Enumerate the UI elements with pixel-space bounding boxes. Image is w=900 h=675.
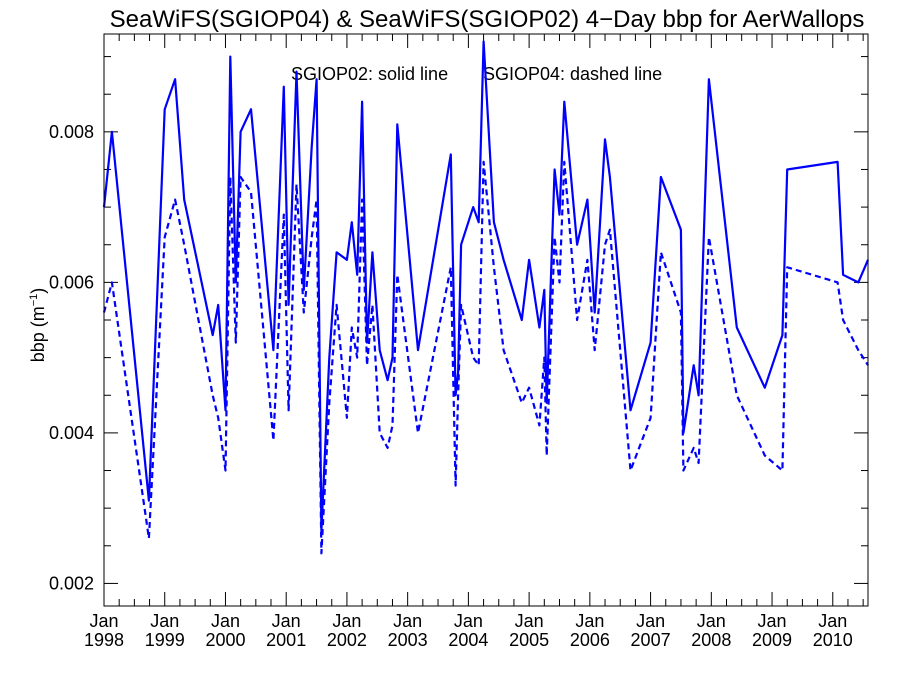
x-tick-month-label: Jan <box>697 611 726 631</box>
series-group <box>102 40 870 555</box>
x-tick-year-label: 2005 <box>509 630 549 650</box>
x-tick-month-label: Jan <box>454 611 483 631</box>
y-axis-label-close: ) <box>28 288 48 294</box>
x-tick-year-label: 2010 <box>813 630 853 650</box>
axis-ticks: 0.0020.0040.0060.008Jan1998Jan1999Jan200… <box>49 34 868 650</box>
x-tick-month-label: Jan <box>332 611 361 631</box>
series-line-sgiop04-dashed <box>102 160 869 555</box>
x-tick-year-label: 2003 <box>388 630 428 650</box>
y-tick-label: 0.004 <box>49 423 94 443</box>
x-tick-year-label: 2004 <box>448 630 488 650</box>
x-tick-month-label: Jan <box>89 611 118 631</box>
chart-title: SeaWiFS(SGIOP04) & SeaWiFS(SGIOP02) 4−Da… <box>110 6 865 33</box>
y-tick-label: 0.002 <box>49 573 94 593</box>
x-tick-year-label: 2008 <box>691 630 731 650</box>
x-tick-year-label: 2007 <box>631 630 671 650</box>
x-tick-month-label: Jan <box>758 611 787 631</box>
x-tick-month-label: Jan <box>515 611 544 631</box>
x-tick-month-label: Jan <box>575 611 604 631</box>
annotation-solid-line: SGIOP02: solid line <box>291 64 448 84</box>
x-tick-month-label: Jan <box>393 611 422 631</box>
y-axis-label-exponent: −1 <box>28 294 40 307</box>
plot-frame <box>103 33 869 607</box>
x-tick-year-label: 2001 <box>266 630 306 650</box>
y-tick-label: 0.006 <box>49 272 94 292</box>
x-tick-year-label: 1999 <box>145 630 185 650</box>
y-axis-label-main: bbp (m <box>28 306 48 362</box>
annotation-dashed-line: SGIOP04: dashed line <box>483 64 662 84</box>
x-tick-year-label: 2002 <box>327 630 367 650</box>
x-tick-month-label: Jan <box>272 611 301 631</box>
x-tick-year-label: 2000 <box>205 630 245 650</box>
x-tick-year-label: 2006 <box>570 630 610 650</box>
y-axis-label: bbp (m−1) <box>28 288 48 363</box>
series-line-sgiop02-solid <box>102 40 870 532</box>
x-tick-year-label: 2009 <box>752 630 792 650</box>
x-tick-month-label: Jan <box>211 611 240 631</box>
x-tick-month-label: Jan <box>150 611 179 631</box>
svg-text:bbp (m−1): bbp (m−1) <box>28 288 48 363</box>
x-tick-month-label: Jan <box>818 611 847 631</box>
y-tick-label: 0.008 <box>49 122 94 142</box>
x-tick-month-label: Jan <box>636 611 665 631</box>
x-tick-year-label: 1998 <box>84 630 124 650</box>
